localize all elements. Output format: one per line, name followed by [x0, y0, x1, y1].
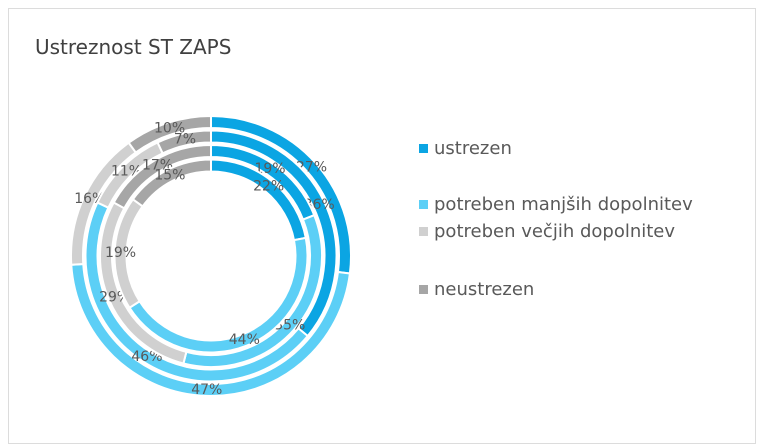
data-label: 19%	[105, 245, 136, 261]
data-label: 15%	[154, 167, 185, 183]
data-label: 47%	[191, 382, 222, 398]
legend-label: neustrezen	[434, 279, 535, 300]
donut-segment	[131, 158, 212, 208]
legend: ustrezen potreben manjših dopolnitev potre…	[419, 135, 739, 303]
donut-segment	[127, 114, 212, 154]
legend-swatch	[419, 200, 428, 209]
legend-swatch	[419, 285, 428, 294]
data-label: 10%	[154, 121, 185, 137]
chart-title: Ustreznost ST ZAPS	[35, 35, 232, 59]
legend-label: potreben večjih dopolnitev	[434, 221, 676, 242]
data-label: 7%	[174, 131, 196, 147]
data-label: 17%	[142, 158, 173, 174]
chart: 27%47%16%10%36%46%11%7%19%35%29%17%22%44…	[70, 114, 352, 398]
legend-swatch	[419, 144, 428, 153]
legend-swatch	[419, 227, 428, 236]
chart-card: Ustreznost ST ZAPS 27% 47% 16% 10% 36% 46% 11%…	[8, 8, 756, 444]
donut-segment	[156, 129, 212, 155]
legend-item: potreben manjših dopolnitev	[419, 191, 734, 218]
data-label: 22%	[253, 178, 284, 194]
legend-label: ustrezen	[434, 138, 512, 159]
legend-item: potreben večjih dopolnitev	[419, 218, 734, 245]
data-label: 46%	[131, 349, 162, 365]
donut-segment	[112, 143, 212, 210]
legend-label: potreben manjših dopolnitev	[434, 194, 693, 215]
legend-item: ustrezen	[419, 135, 734, 162]
data-label: 44%	[229, 332, 260, 348]
legend-item: neustrezen	[419, 276, 734, 303]
